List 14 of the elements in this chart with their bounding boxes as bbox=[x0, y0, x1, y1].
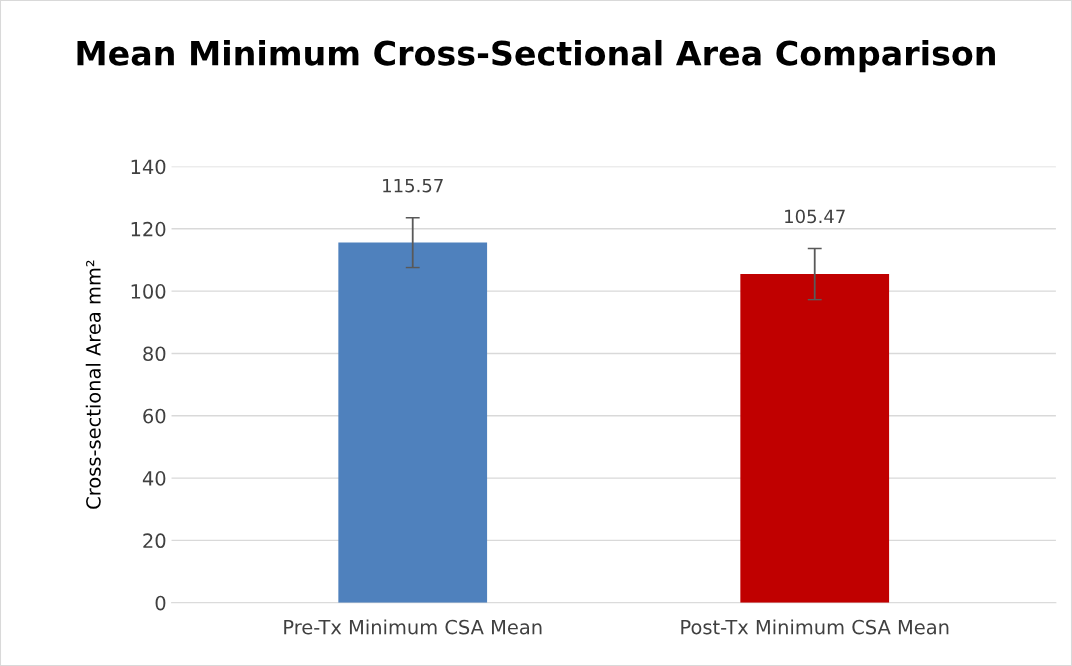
y-tick-label: 20 bbox=[143, 533, 166, 549]
y-tick-label: 60 bbox=[143, 408, 166, 424]
x-tick-label: Pre-Tx Minimum CSA Mean bbox=[284, 619, 542, 635]
x-tick-label: Post-Tx Minimum CSA Mean bbox=[681, 619, 949, 635]
data-label: 115.57 bbox=[383, 178, 443, 193]
chart-title: Mean Minimum Cross-Sectional Area Comparison bbox=[77, 39, 995, 73]
data-label: 105.47 bbox=[785, 209, 845, 224]
y-tick-label: 140 bbox=[131, 159, 166, 175]
y-tick-label: 40 bbox=[142, 471, 166, 486]
y-tick-label: 0 bbox=[155, 595, 166, 611]
y-tick-label: 100 bbox=[131, 284, 166, 299]
y-tick-label: 80 bbox=[143, 346, 166, 362]
y-tick-label: 120 bbox=[131, 221, 166, 237]
y-axis-title: Cross-sectional Area mm² bbox=[85, 260, 101, 509]
